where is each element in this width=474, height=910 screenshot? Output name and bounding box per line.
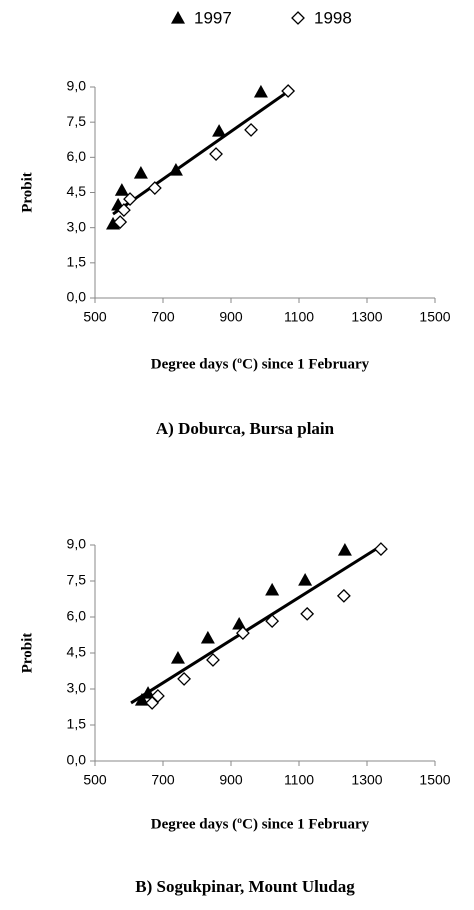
point bbox=[253, 84, 268, 98]
x-tick-label: 1100 bbox=[284, 772, 314, 788]
point bbox=[123, 192, 137, 206]
y-tick-label: 6,0 bbox=[67, 148, 87, 164]
y-tick-label: 4,5 bbox=[67, 183, 87, 199]
caption: A) Doburca, Bursa plain bbox=[156, 419, 335, 438]
trend-line bbox=[112, 88, 292, 216]
legend-label: 1998 bbox=[314, 8, 352, 27]
point bbox=[265, 582, 280, 596]
point bbox=[212, 124, 227, 137]
x-tick-label: 1300 bbox=[351, 309, 382, 325]
point bbox=[168, 162, 183, 176]
point bbox=[300, 606, 315, 621]
x-tick-label: 700 bbox=[151, 309, 175, 325]
point bbox=[116, 203, 131, 218]
point bbox=[206, 653, 220, 667]
legend-label: 1997 bbox=[194, 8, 232, 27]
y-axis-label: Probit bbox=[19, 172, 35, 213]
x-tick-label: 500 bbox=[83, 772, 107, 788]
point bbox=[114, 183, 129, 196]
point bbox=[150, 689, 165, 703]
trend-line bbox=[130, 544, 382, 705]
point bbox=[200, 630, 215, 644]
y-tick-label: 7,5 bbox=[67, 113, 87, 129]
legend-marker bbox=[171, 11, 185, 24]
point bbox=[209, 147, 223, 161]
y-tick-label: 4,5 bbox=[67, 644, 87, 660]
point bbox=[337, 543, 352, 556]
y-tick-label: 3,0 bbox=[67, 218, 87, 234]
y-tick-label: 1,5 bbox=[67, 716, 87, 732]
y-tick-label: 6,0 bbox=[67, 608, 87, 624]
y-tick-label: 1,5 bbox=[67, 254, 87, 270]
x-tick-label: 700 bbox=[151, 772, 175, 788]
point bbox=[235, 626, 250, 640]
x-axis-label: Degree days (ºC) since 1 February bbox=[151, 816, 370, 832]
x-tick-label: 1500 bbox=[419, 772, 450, 788]
point bbox=[336, 588, 351, 603]
x-tick-label: 1500 bbox=[419, 309, 450, 325]
y-axis-label: Probit bbox=[19, 633, 35, 674]
point bbox=[281, 84, 296, 98]
point bbox=[113, 215, 128, 229]
y-tick-label: 0,0 bbox=[67, 752, 87, 768]
point bbox=[170, 651, 185, 664]
legend-marker bbox=[291, 11, 305, 25]
point bbox=[177, 672, 191, 686]
y-tick-label: 9,0 bbox=[67, 536, 87, 552]
point bbox=[134, 693, 149, 706]
x-tick-label: 1300 bbox=[351, 772, 382, 788]
x-axis-label: Degree days (ºC) since 1 February bbox=[151, 356, 370, 372]
x-tick-label: 900 bbox=[219, 772, 243, 788]
point bbox=[265, 614, 280, 628]
point bbox=[147, 181, 162, 195]
y-tick-label: 0,0 bbox=[67, 289, 87, 305]
y-tick-label: 3,0 bbox=[67, 680, 87, 696]
point bbox=[244, 122, 258, 137]
caption: B) Sogukpinar, Mount Uludag bbox=[135, 877, 355, 896]
point bbox=[298, 573, 313, 586]
point bbox=[374, 542, 388, 556]
y-tick-label: 9,0 bbox=[67, 78, 87, 94]
x-tick-label: 500 bbox=[83, 309, 107, 325]
y-tick-label: 7,5 bbox=[67, 572, 87, 588]
x-tick-label: 1100 bbox=[284, 309, 314, 325]
x-tick-label: 900 bbox=[219, 309, 243, 325]
point bbox=[106, 216, 121, 230]
point bbox=[133, 166, 148, 179]
